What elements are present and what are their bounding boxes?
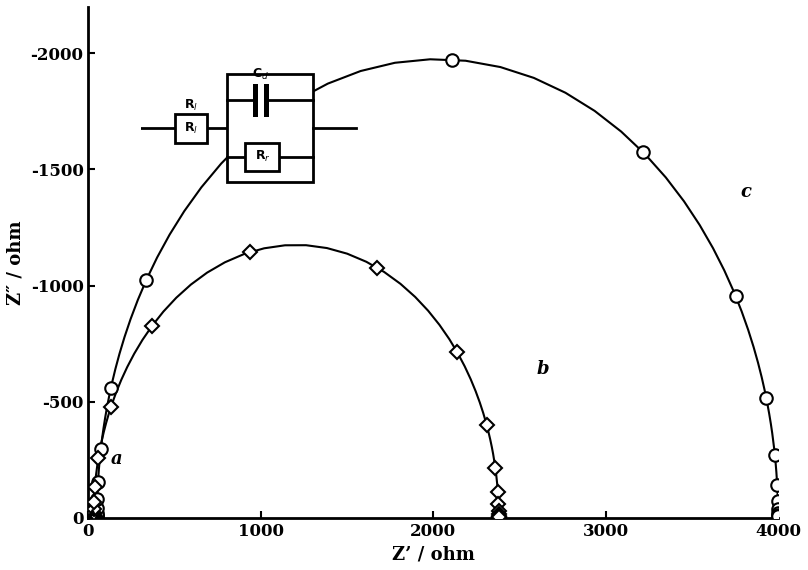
Bar — [175, 114, 207, 142]
Bar — [227, 74, 314, 182]
Text: $\mathbf{C}_d$: $\mathbf{C}_d$ — [252, 67, 268, 82]
Text: $\mathbf{R}_l$: $\mathbf{R}_l$ — [184, 98, 198, 113]
Text: a: a — [111, 450, 122, 468]
Text: $\mathbf{R}_l$: $\mathbf{R}_l$ — [184, 121, 198, 136]
Text: $\mathbf{R}_r$: $\mathbf{R}_r$ — [255, 149, 271, 164]
Text: b: b — [537, 360, 549, 378]
Y-axis label: Z″ / ohm: Z″ / ohm — [7, 220, 25, 304]
Bar — [246, 142, 280, 171]
Text: c: c — [740, 184, 751, 201]
X-axis label: Z’ / ohm: Z’ / ohm — [392, 545, 474, 563]
